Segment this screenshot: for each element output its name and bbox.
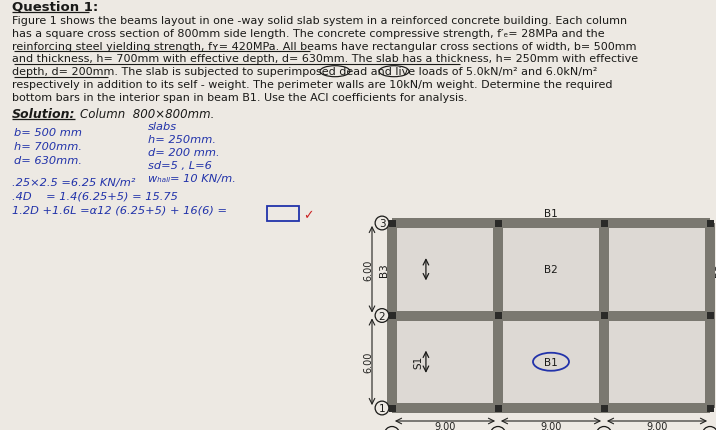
- Bar: [609, 228, 705, 311]
- Text: ✓: ✓: [303, 209, 314, 222]
- Text: reinforcing steel yielding strength, fʏ= 420MPa. All beams have rectangular cros: reinforcing steel yielding strength, fʏ=…: [12, 42, 637, 52]
- Bar: [397, 228, 493, 311]
- Text: h= 250mm.: h= 250mm.: [148, 134, 216, 144]
- Bar: [392, 218, 710, 228]
- Text: 3: 3: [379, 218, 385, 228]
- Bar: [705, 224, 715, 408]
- Text: B3: B3: [379, 263, 389, 276]
- Text: Solution:: Solution:: [12, 108, 75, 120]
- Text: .4D    = 1.4(6.25+5) = 15.75: .4D = 1.4(6.25+5) = 15.75: [12, 191, 178, 201]
- Text: d= 630mm.: d= 630mm.: [14, 155, 82, 165]
- Bar: [707, 220, 714, 227]
- Bar: [601, 220, 607, 227]
- Text: b= 500 mm: b= 500 mm: [14, 127, 82, 137]
- Text: 6.00: 6.00: [363, 351, 373, 372]
- Bar: [707, 312, 714, 319]
- Text: 25.1: 25.1: [272, 210, 297, 220]
- Text: Figure 1 shows the beams layout in one -way solid slab system in a reinforced co: Figure 1 shows the beams layout in one -…: [12, 16, 627, 26]
- Bar: [389, 312, 395, 319]
- Bar: [503, 321, 599, 403]
- Bar: [392, 311, 710, 321]
- Text: Question 1:: Question 1:: [12, 0, 98, 13]
- Bar: [599, 224, 609, 408]
- Text: .25×2.5 =6.25 KN/m²: .25×2.5 =6.25 KN/m²: [12, 177, 135, 187]
- Text: sd=5 , L=6: sd=5 , L=6: [148, 160, 212, 170]
- Text: B: B: [495, 429, 501, 430]
- Bar: [609, 321, 705, 403]
- Bar: [503, 228, 599, 311]
- Text: A: A: [389, 429, 395, 430]
- Text: and thickness, h= 700mm with effective depth, d= 630mm. The slab has a thickness: and thickness, h= 700mm with effective d…: [12, 54, 638, 64]
- Bar: [389, 405, 395, 412]
- Bar: [601, 312, 607, 319]
- Bar: [397, 321, 493, 403]
- Text: C: C: [601, 429, 607, 430]
- Text: S1: S1: [413, 355, 423, 369]
- Bar: [493, 224, 503, 408]
- Bar: [392, 403, 710, 413]
- Bar: [707, 405, 714, 412]
- Text: slabs: slabs: [148, 121, 177, 131]
- Text: has a square cross section of 800mm side length. The concrete compressive streng: has a square cross section of 800mm side…: [12, 29, 604, 39]
- Text: D: D: [706, 429, 714, 430]
- Text: B1: B1: [544, 357, 558, 367]
- Bar: [495, 220, 501, 227]
- Bar: [387, 224, 397, 408]
- Text: B3: B3: [715, 263, 716, 276]
- Text: 9.00: 9.00: [541, 421, 561, 430]
- Bar: [389, 220, 395, 227]
- Text: B1: B1: [544, 209, 558, 218]
- Text: 1.2D +1.6L =α12 (6.25+5) + 16(6) =: 1.2D +1.6L =α12 (6.25+5) + 16(6) =: [12, 205, 227, 215]
- Text: 2: 2: [379, 311, 385, 321]
- Text: wₕₐₗₗ= 10 KN/m.: wₕₐₗₗ= 10 KN/m.: [148, 173, 236, 183]
- Text: d= 200 mm.: d= 200 mm.: [148, 147, 220, 157]
- Text: 6.00: 6.00: [363, 259, 373, 280]
- Text: h= 700mm.: h= 700mm.: [14, 141, 82, 151]
- Text: depth, d= 200mm. The slab is subjected to superimposed dead and live loads of 5.: depth, d= 200mm. The slab is subjected t…: [12, 67, 597, 77]
- Bar: [601, 405, 607, 412]
- Text: respectively in addition to its self - weight. The perimeter walls are 10kN/m we: respectively in addition to its self - w…: [12, 80, 612, 90]
- Bar: [495, 405, 501, 412]
- Bar: [495, 312, 501, 319]
- Text: 9.00: 9.00: [435, 421, 455, 430]
- Text: B2: B2: [544, 264, 558, 275]
- FancyBboxPatch shape: [267, 206, 299, 221]
- Text: 1: 1: [379, 403, 385, 413]
- Text: 9.00: 9.00: [647, 421, 668, 430]
- Text: Column  800×800mm.: Column 800×800mm.: [80, 108, 214, 120]
- Text: bottom bars in the interior span in beam B1. Use the ACI coefficients for analys: bottom bars in the interior span in beam…: [12, 92, 468, 103]
